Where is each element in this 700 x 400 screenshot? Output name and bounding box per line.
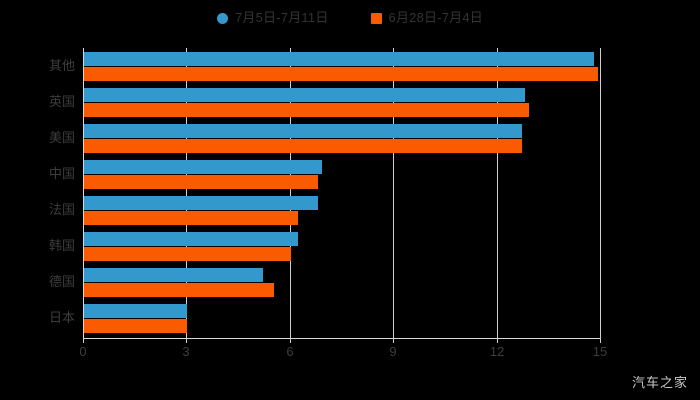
y-axis-tick-label-7: 日本 <box>48 310 75 325</box>
bar-series-0-category-4[interactable] <box>84 196 319 210</box>
bar-group-0 <box>84 52 600 84</box>
watermark-label: 汽车之家 <box>631 375 688 390</box>
plot-area <box>83 48 601 343</box>
bar-series-0-category-2[interactable] <box>84 124 522 138</box>
x-axis-line <box>83 338 601 339</box>
x-axis-tick-12 <box>497 338 498 343</box>
bar-series-1-category-1[interactable] <box>84 103 529 117</box>
x-axis-tick-label-6: 6 <box>286 344 294 359</box>
legend-label-series-0: 7月5日-7月11日 <box>235 10 329 25</box>
bar-series-1-category-3[interactable] <box>84 175 319 189</box>
bar-group-1 <box>84 88 600 120</box>
x-axis-tick-label-15: 15 <box>592 344 608 359</box>
square-marker-icon <box>370 12 382 24</box>
bar-series-0-category-7[interactable] <box>84 304 188 318</box>
bar-series-1-category-7[interactable] <box>84 319 188 333</box>
y-axis-tick-label-2: 美国 <box>48 130 75 145</box>
bar-series-1-category-4[interactable] <box>84 211 298 225</box>
y-axis-tick-label-0: 其他 <box>48 58 75 73</box>
y-axis-tick-label-3: 中国 <box>48 166 75 181</box>
x-axis-tick-9 <box>393 338 394 343</box>
bar-series-0-category-6[interactable] <box>84 268 264 282</box>
x-axis-tick-label-9: 9 <box>389 344 397 359</box>
gridline-12 <box>497 48 498 338</box>
x-axis-tick-15 <box>600 338 601 343</box>
chart-legend: 7月5日-7月11日 6月28日-7月4日 <box>0 8 700 28</box>
bar-group-6 <box>84 268 600 300</box>
x-axis-tick-6 <box>290 338 291 343</box>
bar-series-0-category-1[interactable] <box>84 88 526 102</box>
x-axis-tick-3 <box>186 338 187 343</box>
y-axis-tick-label-1: 英国 <box>48 94 75 109</box>
gridline-6 <box>290 48 291 338</box>
bar-series-1-category-5[interactable] <box>84 247 291 261</box>
bar-series-1-category-2[interactable] <box>84 139 522 153</box>
circle-marker-icon <box>217 12 228 24</box>
bar-group-3 <box>84 160 600 192</box>
legend-item-series-0[interactable]: 7月5日-7月11日 <box>217 8 329 28</box>
gridline-15 <box>600 48 601 338</box>
x-axis-tick-label-3: 3 <box>182 344 190 359</box>
gridline-3 <box>186 48 187 338</box>
bar-group-4 <box>84 196 600 228</box>
legend-label-series-1: 6月28日-7月4日 <box>388 10 483 25</box>
y-axis-tick-label-6: 德国 <box>48 274 75 289</box>
bar-group-5 <box>84 232 600 264</box>
x-axis-tick-0 <box>83 338 84 343</box>
gridline-9 <box>393 48 394 338</box>
bar-group-7 <box>84 304 600 336</box>
y-axis-line <box>83 48 84 338</box>
bar-series-1-category-0[interactable] <box>84 67 598 81</box>
legend-item-series-1[interactable]: 6月28日-7月4日 <box>370 8 483 28</box>
bar-series-0-category-0[interactable] <box>84 52 595 66</box>
y-axis-labels: 其他 英国 美国 中国 法国 韩国 德国 日本 <box>13 48 75 338</box>
bar-series-0-category-5[interactable] <box>84 232 298 246</box>
bar-group-2 <box>84 124 600 156</box>
y-axis-tick-label-4: 法国 <box>48 202 75 217</box>
x-axis-tick-label-0: 0 <box>79 344 87 359</box>
bar-series-0-category-3[interactable] <box>84 160 322 174</box>
bar-series-1-category-6[interactable] <box>84 283 274 297</box>
x-axis-tick-label-12: 12 <box>489 344 505 359</box>
y-axis-tick-label-5: 韩国 <box>48 238 75 253</box>
